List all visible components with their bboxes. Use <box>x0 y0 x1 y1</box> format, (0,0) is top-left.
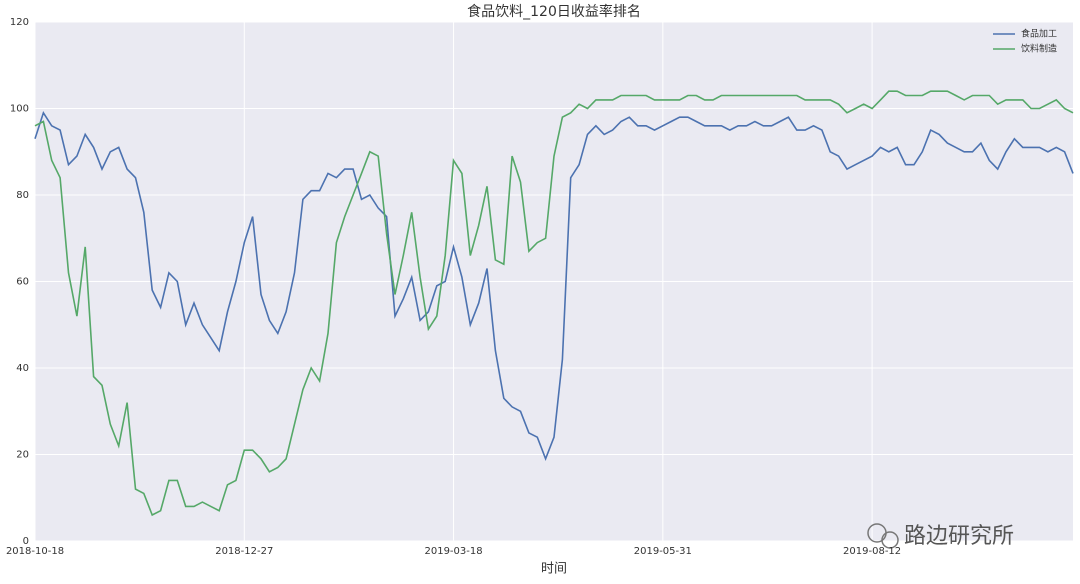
legend-label: 饮料制造 <box>1021 43 1057 55</box>
x-axis-label: 时间 <box>541 562 567 577</box>
series-line <box>34 90 1074 517</box>
x-tick-label: 2019-03-18 <box>424 546 482 557</box>
watermark-text: 路边研究所 <box>904 524 1014 549</box>
x-tick-label: 2019-08-12 <box>843 546 901 557</box>
y-tick-label: 120 <box>10 17 29 28</box>
y-tick-label: 40 <box>16 363 29 374</box>
y-tick-label: 0 <box>23 536 29 547</box>
series-line <box>34 110 1074 462</box>
x-tick-label: 2018-12-27 <box>215 546 273 557</box>
grid <box>34 21 1073 542</box>
x-tick-label: 2018-10-18 <box>6 546 64 557</box>
y-tick-label: 60 <box>16 277 29 288</box>
chart-title: 食品饮料_120日收益率排名 <box>467 3 641 20</box>
y-tick-label: 80 <box>16 190 29 201</box>
y-tick-label: 20 <box>16 450 29 461</box>
y-tick-label: 100 <box>10 104 29 115</box>
watermark-icon <box>881 531 899 549</box>
legend-label: 食品加工 <box>1021 28 1057 40</box>
x-tick-label: 2019-05-31 <box>634 546 692 557</box>
watermark: 路边研究所 <box>867 523 1014 549</box>
lines <box>34 90 1074 517</box>
